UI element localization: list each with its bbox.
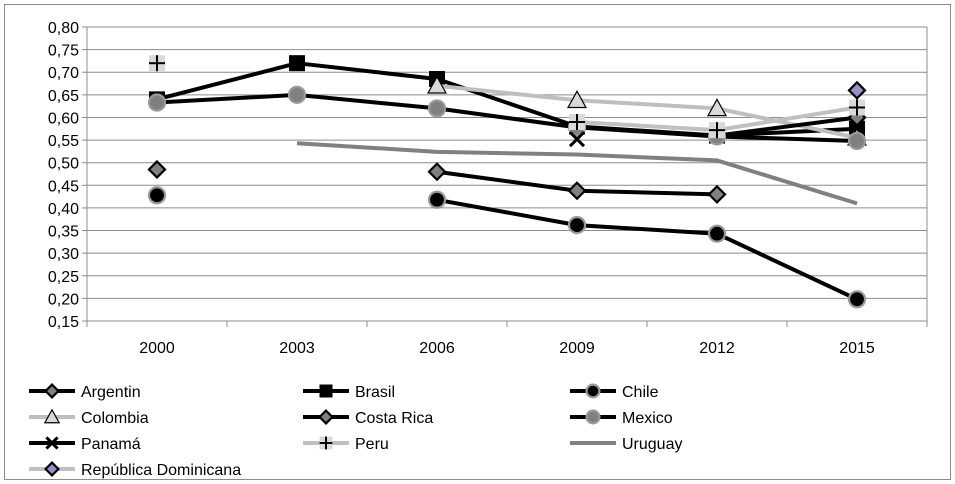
data-point <box>147 186 167 205</box>
y-tick-label: 0,55 <box>48 133 79 150</box>
data-point <box>427 162 447 182</box>
data-point <box>567 216 587 235</box>
data-point <box>567 181 587 201</box>
data-point <box>149 55 165 72</box>
x-tick-label: 2009 <box>559 340 595 357</box>
y-tick-label: 0,80 <box>48 20 79 37</box>
y-tick-label: 0,30 <box>48 246 79 263</box>
series-group <box>147 55 868 309</box>
legend-marker <box>318 409 334 425</box>
legend-label: Mexico <box>622 410 673 427</box>
data-point-stroke <box>568 131 586 148</box>
y-tick-label: 0,75 <box>48 43 79 60</box>
data-point <box>426 75 448 94</box>
y-tick-label: 0,45 <box>48 178 79 195</box>
series-argentin <box>147 159 727 204</box>
series-line <box>296 141 858 206</box>
data-point <box>147 159 167 180</box>
legend-item-costa-rica: Costa Rica <box>303 409 433 427</box>
data-point <box>569 113 585 130</box>
legend: Argentin Brasil Chile Colombia Costa Rica Mex… <box>29 383 682 479</box>
x-tick-label: 2000 <box>139 340 175 357</box>
y-tick-label: 0,50 <box>48 156 79 173</box>
data-point <box>147 93 167 112</box>
legend-marker <box>44 383 60 399</box>
y-tick-label: 0,60 <box>48 110 79 127</box>
legend-item-peru: Peru <box>303 436 389 453</box>
series-line <box>156 92 858 143</box>
line-chart: 0,80 0,75 0,70 0,65 0,60 0,55 0,50 0,45 0,40 0,35… <box>29 20 928 479</box>
data-point <box>289 55 305 72</box>
data-point <box>427 99 447 118</box>
legend-label: Panamá <box>81 436 141 453</box>
data-point <box>706 98 728 117</box>
data-point <box>847 131 867 151</box>
legend-marker-stroke <box>45 436 59 450</box>
legend-marker <box>319 384 333 398</box>
series-republica-dominicana <box>847 80 867 100</box>
legend-item-chile: Chile <box>570 383 659 401</box>
y-tick-label: 0,20 <box>48 291 79 308</box>
y-tick-label: 0,65 <box>48 88 79 105</box>
legend-item-republica-dominicana: República Dominicana <box>29 461 241 479</box>
legend-marker <box>44 461 60 477</box>
series-line <box>716 115 858 138</box>
data-point <box>847 80 867 100</box>
legend-label: Brasil <box>355 384 395 401</box>
y-tick-label: 0,40 <box>48 201 79 218</box>
y-tick-label: 0,70 <box>48 65 79 82</box>
legend-item-mexico: Mexico <box>570 409 673 427</box>
series-colombia <box>426 75 868 146</box>
series-line <box>436 83 858 140</box>
x-tick-label: 2012 <box>699 340 735 357</box>
y-tick-label: 0,25 <box>48 269 79 286</box>
legend-label: Costa Rica <box>355 410 433 427</box>
y-axis: 0,80 0,75 0,70 0,65 0,60 0,55 0,50 0,45 0,40 0,35… <box>48 20 87 331</box>
data-point <box>566 90 588 109</box>
x-axis: 2000 2003 2006 2009 2012 2015 <box>86 321 928 357</box>
data-point <box>287 85 307 104</box>
data-point <box>849 99 865 116</box>
legend-label: Chile <box>622 384 659 401</box>
data-point <box>427 190 447 209</box>
series-uruguay <box>296 141 858 206</box>
legend-item-uruguay: Uruguay <box>570 436 682 453</box>
x-tick-label: 2003 <box>279 340 315 357</box>
data-point <box>709 122 725 139</box>
gridlines <box>87 26 927 322</box>
x-tick-label: 2006 <box>419 340 455 357</box>
data-point <box>847 290 867 309</box>
y-tick-label: 0,15 <box>48 314 79 331</box>
data-point <box>707 184 727 204</box>
legend-item-brasil: Brasil <box>303 384 395 401</box>
legend-item-panama: Panamá <box>29 436 141 453</box>
series-chile <box>147 186 867 309</box>
data-point <box>707 224 727 243</box>
series-peru <box>149 55 865 139</box>
plot-area <box>86 27 928 321</box>
legend-label: Argentin <box>81 384 141 401</box>
legend-marker <box>585 409 601 425</box>
series-panama <box>568 131 586 148</box>
x-tick-label: 2015 <box>839 340 875 357</box>
legend-label: Uruguay <box>622 436 682 453</box>
legend-label: Peru <box>355 436 389 453</box>
y-tick-label: 0,35 <box>48 224 79 241</box>
legend-marker <box>319 436 333 450</box>
legend-label: Colombia <box>81 410 149 427</box>
data-point <box>568 131 586 148</box>
legend-label: República Dominicana <box>81 462 241 479</box>
legend-item-argentin: Argentin <box>29 383 141 401</box>
series-line <box>436 197 858 302</box>
legend-item-colombia: Colombia <box>29 408 149 427</box>
legend-marker <box>43 408 61 424</box>
legend-marker <box>585 383 601 399</box>
chart-frame: 0,80 0,75 0,70 0,65 0,60 0,55 0,50 0,45 0,40 0,35… <box>4 4 951 480</box>
legend-marker <box>45 436 59 450</box>
